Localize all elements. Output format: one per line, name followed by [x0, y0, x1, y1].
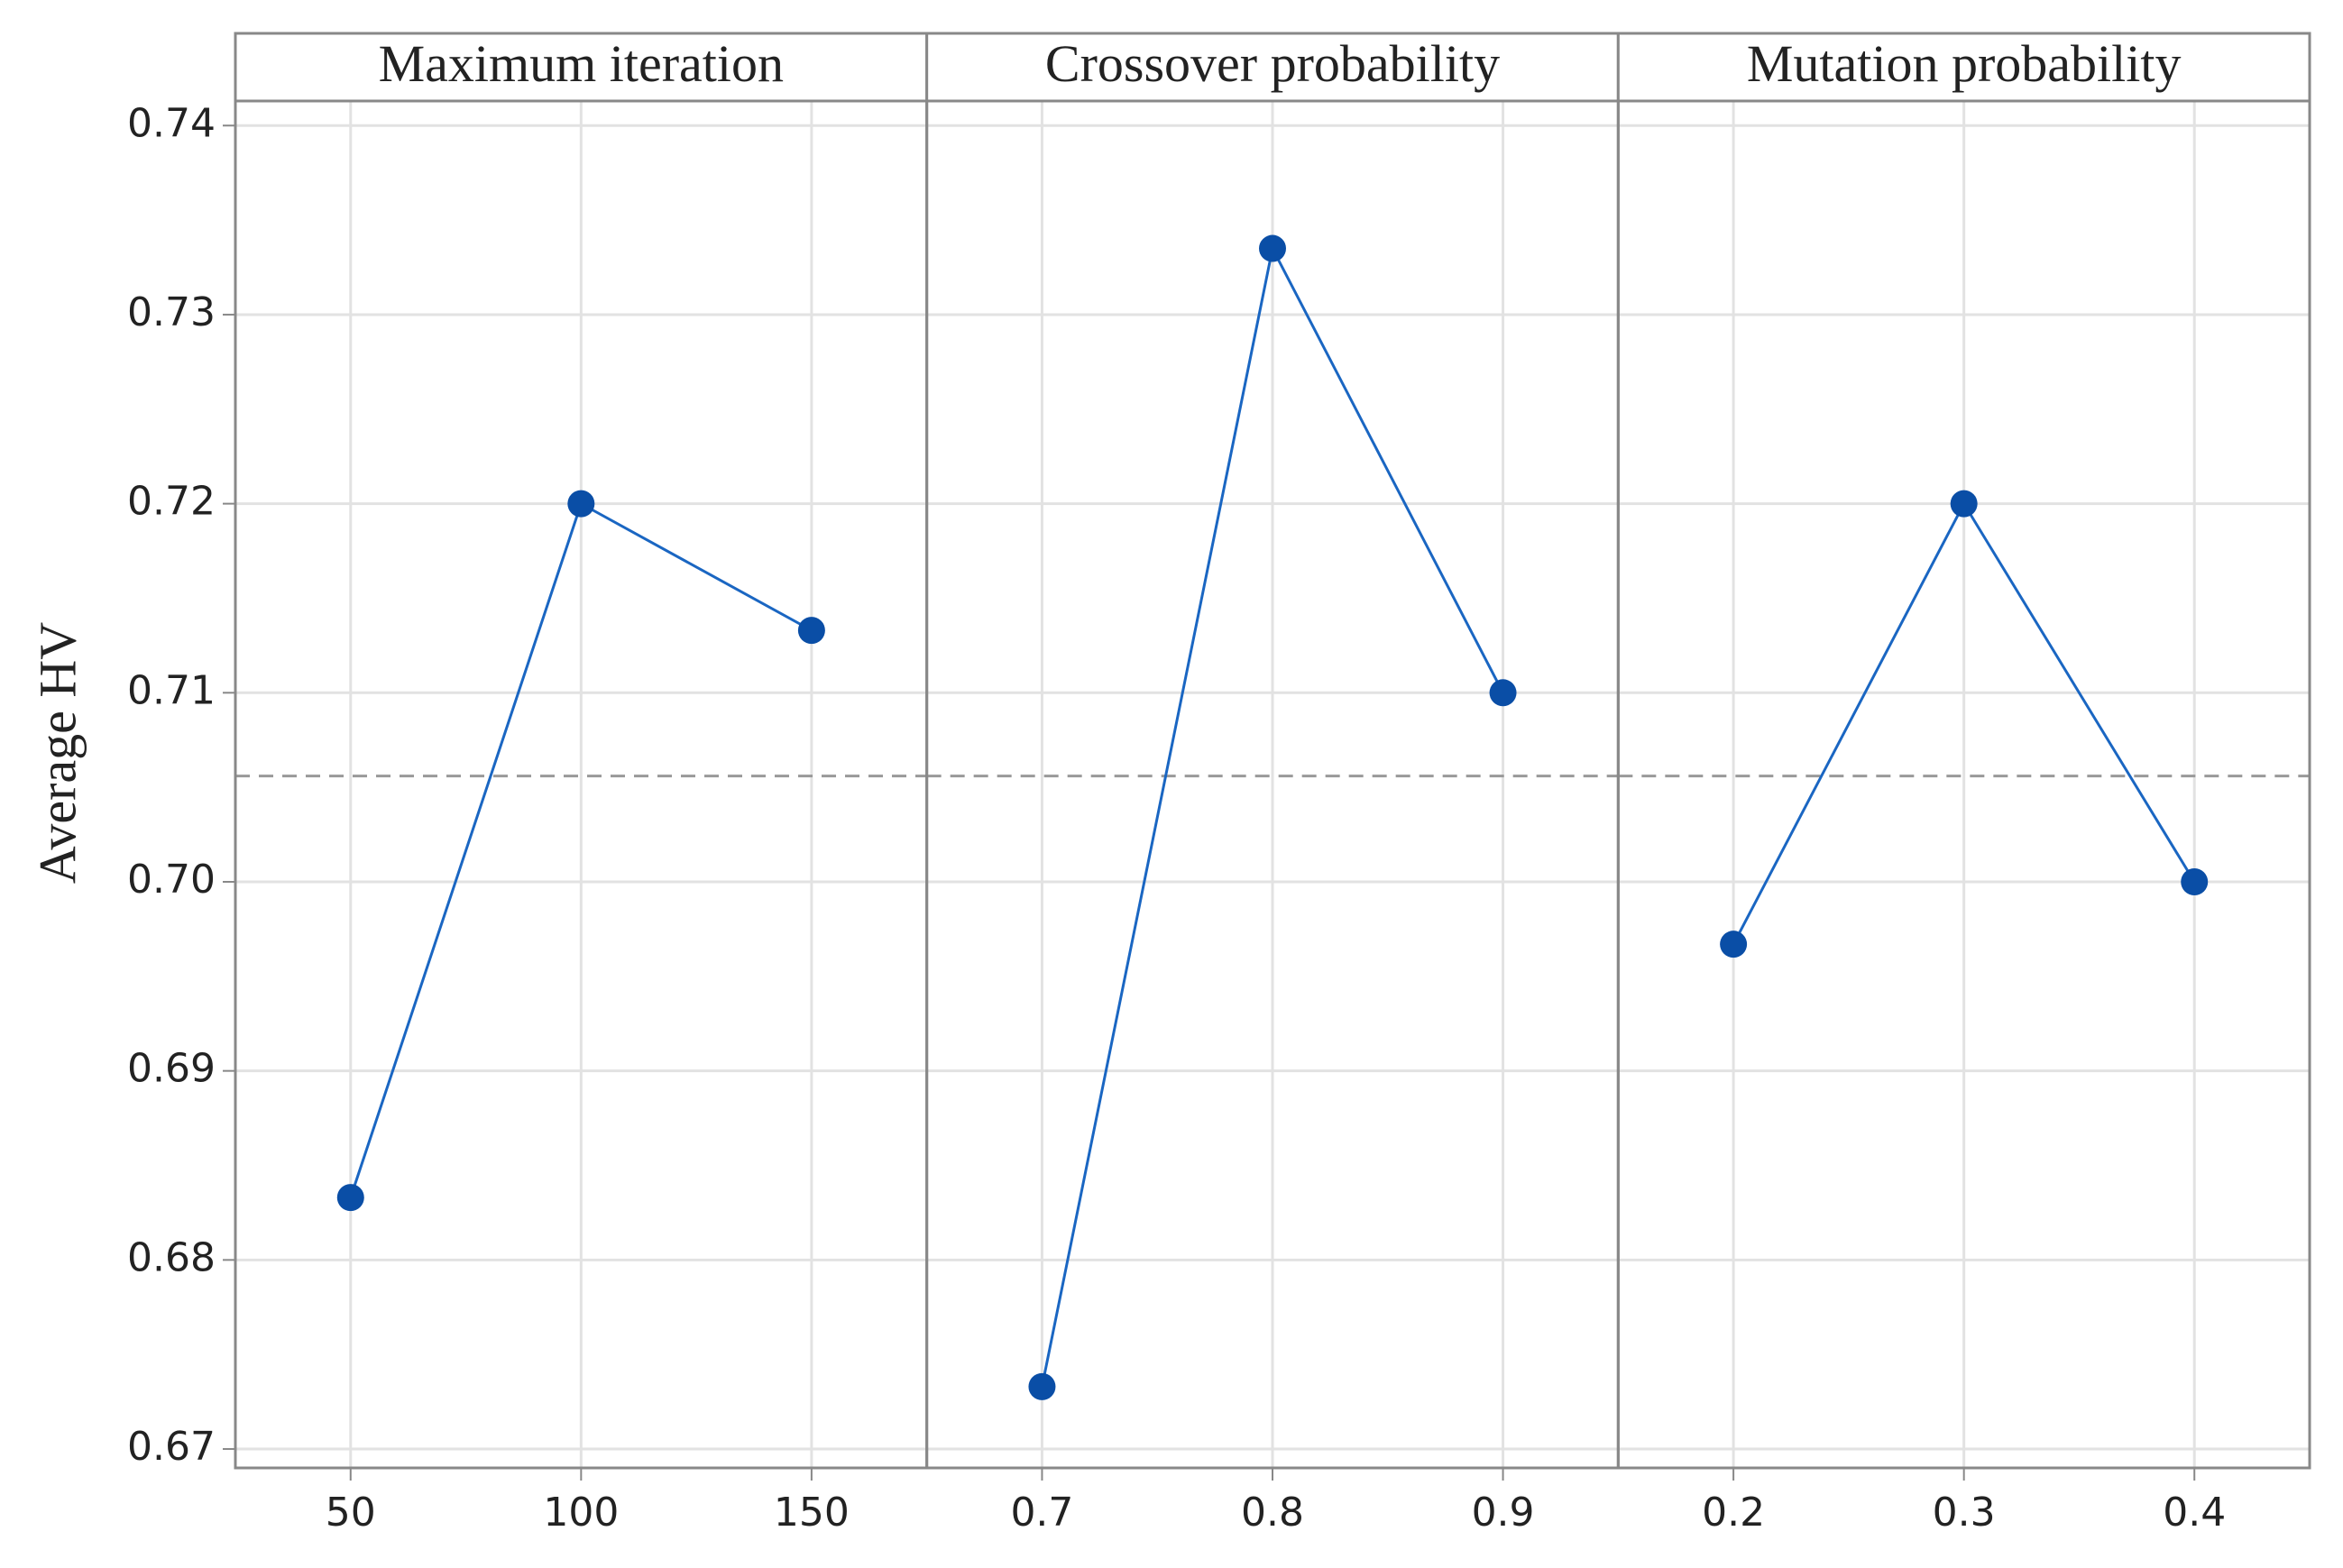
y-axis-label: Average HV	[28, 622, 87, 885]
data-point	[1489, 679, 1517, 707]
data-point	[1720, 931, 1748, 958]
data-point	[797, 617, 825, 645]
x-tick-label: 100	[543, 1490, 619, 1536]
x-tick-label: 0.8	[1241, 1490, 1304, 1536]
data-point	[336, 1184, 364, 1212]
y-tick-label: 0.70	[127, 857, 216, 903]
data-point	[1028, 1372, 1056, 1400]
y-tick-label: 0.69	[127, 1046, 216, 1092]
x-tick-label: 50	[326, 1490, 376, 1536]
x-tick-label: 150	[774, 1490, 850, 1536]
y-tick-label: 0.67	[127, 1424, 216, 1470]
y-tick-label: 0.68	[127, 1234, 216, 1280]
panel-title: Maximum iteration	[379, 34, 784, 93]
strip	[234, 32, 929, 103]
panel-frame	[1616, 99, 2311, 1470]
y-tick-label: 0.74	[127, 100, 216, 146]
x-tick-label: 0.4	[2163, 1490, 2226, 1536]
x-tick-label: 0.3	[1933, 1490, 1996, 1536]
y-tick-label: 0.72	[127, 479, 216, 525]
data-point	[1950, 490, 1978, 518]
panel-title: Mutation probability	[1747, 34, 2182, 93]
x-tick-label: 0.7	[1010, 1490, 1073, 1536]
strip	[1616, 32, 2311, 103]
data-point	[2181, 867, 2209, 895]
y-tick-label: 0.73	[127, 289, 216, 335]
x-tick-label: 0.2	[1702, 1490, 1765, 1536]
x-tick-label: 0.9	[1472, 1490, 1535, 1536]
strip	[925, 32, 1620, 103]
data-point	[567, 490, 595, 518]
panel-title: Crossover probability	[1045, 34, 1500, 93]
data-point	[1259, 234, 1286, 262]
y-tick-label: 0.71	[127, 667, 216, 713]
